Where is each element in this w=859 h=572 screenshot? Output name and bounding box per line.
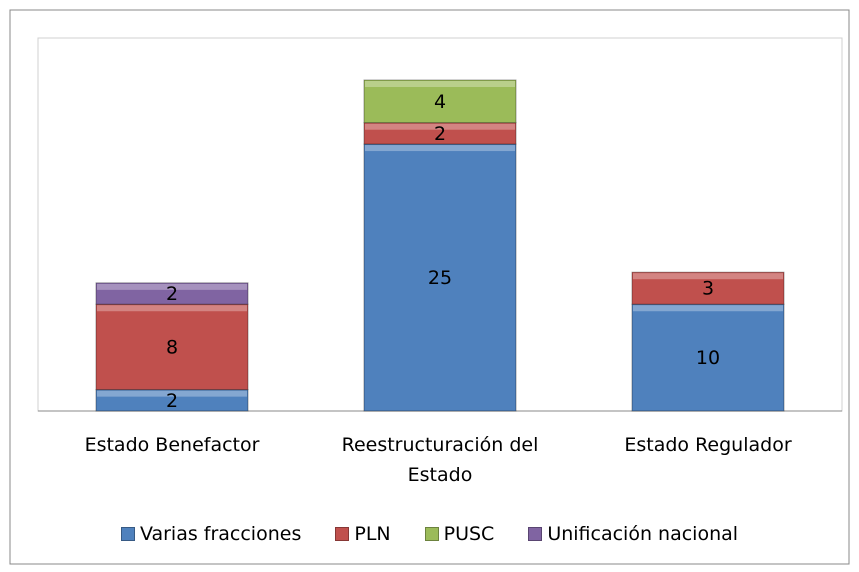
legend-swatch xyxy=(528,527,543,541)
bar-highlight xyxy=(365,81,515,87)
bar-highlight xyxy=(97,390,247,397)
legend-item: Varias fracciones xyxy=(120,523,302,545)
data-label: 2 xyxy=(434,123,446,145)
legend-label: Varias fracciones xyxy=(139,523,302,545)
bar-highlight xyxy=(97,283,247,290)
legend-swatch xyxy=(424,527,439,541)
bar-segment xyxy=(95,303,249,391)
bar-segment xyxy=(95,282,249,305)
bar-highlight xyxy=(365,145,515,152)
legend-label: Unificación nacional xyxy=(547,523,739,545)
data-label: 3 xyxy=(702,278,714,300)
legend-swatch xyxy=(335,527,350,541)
legend-swatch xyxy=(120,527,135,541)
legend-label: PLN xyxy=(354,523,391,545)
data-label: 2 xyxy=(166,390,178,412)
legend: Varias fracciones PLN PUSC Unificación naci… xyxy=(0,523,859,545)
data-label: 8 xyxy=(166,336,178,358)
data-label: 4 xyxy=(434,91,446,113)
bar-highlight xyxy=(365,123,515,130)
bar-highlight xyxy=(633,273,783,280)
bar-segment xyxy=(631,303,785,412)
bar-segment xyxy=(95,389,249,412)
legend-item: PLN xyxy=(335,523,391,545)
bar-highlight xyxy=(97,305,247,312)
x-tick-label: Estado Benefactor xyxy=(84,434,260,456)
data-label: 10 xyxy=(696,347,720,369)
bar-segment xyxy=(363,143,517,412)
x-tick-label: Estado Regulador xyxy=(624,434,792,456)
legend-item: PUSC xyxy=(424,523,495,545)
bar-highlight xyxy=(633,305,783,312)
legend-label: PUSC xyxy=(443,523,495,545)
bar-segment xyxy=(363,79,517,124)
bar-segment xyxy=(631,271,785,305)
data-label: 2 xyxy=(166,283,178,305)
x-tick-label: Reestructuración del Estado xyxy=(341,434,539,486)
legend-item: Unificación nacional xyxy=(528,523,738,545)
data-label: 25 xyxy=(428,267,452,289)
